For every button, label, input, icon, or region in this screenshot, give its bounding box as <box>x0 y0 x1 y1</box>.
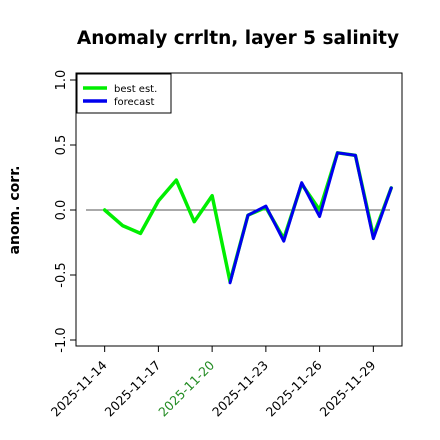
y-tick-label: 0.0 <box>54 200 69 221</box>
data-point-forecast <box>282 240 285 242</box>
x-tick-label: 2025-11-26 <box>263 357 325 419</box>
y-tick-label: 1.0 <box>54 70 69 91</box>
legend-box <box>76 73 172 114</box>
data-point-forecast <box>318 215 321 218</box>
legend: best est. forecast <box>76 73 172 114</box>
data-point-forecast <box>247 214 249 216</box>
data-point-forecast <box>390 187 393 189</box>
data-point-best-est <box>157 200 160 202</box>
data-point-best-est <box>193 220 196 223</box>
data-point-best-est <box>211 194 213 197</box>
x-tick-label: 2025-11-14 <box>48 357 110 419</box>
data-point-best-est <box>139 232 142 235</box>
y-axis-label: anom. corr. <box>7 166 23 255</box>
legend-label-forecast: forecast <box>114 97 155 108</box>
legend-label-best-est: best est. <box>114 84 157 95</box>
data-point-best-est <box>121 224 124 227</box>
data-point-forecast <box>354 154 357 157</box>
data-point-forecast <box>265 205 267 207</box>
chart-title: Anomaly crrltn, layer 5 salinity <box>77 28 399 49</box>
x-tick-label: 2025-11-23 <box>209 358 271 420</box>
x-axis: 2025-11-142025-11-172025-11-202025-11-23… <box>48 346 378 420</box>
data-point-forecast <box>300 181 303 184</box>
data-point-forecast <box>336 152 339 154</box>
data-point-forecast <box>229 282 231 284</box>
x-tick-label: 2025-11-17 <box>102 358 164 420</box>
x-tick-label: 2025-11-20 <box>155 357 217 419</box>
y-tick-label: -1.0 <box>54 327 69 352</box>
y-tick-label: -0.5 <box>54 262 69 287</box>
data-point-best-est <box>103 209 106 211</box>
series-layer <box>102 151 394 285</box>
data-point-forecast <box>372 237 375 240</box>
series-line-forecast <box>228 151 393 285</box>
y-axis: -1.0 -0.5 0.0 0.5 1.0 <box>54 70 76 353</box>
data-point-best-est <box>175 179 178 181</box>
x-tick-label: 2025-11-29 <box>316 357 378 419</box>
y-tick-label: 0.5 <box>54 135 69 156</box>
